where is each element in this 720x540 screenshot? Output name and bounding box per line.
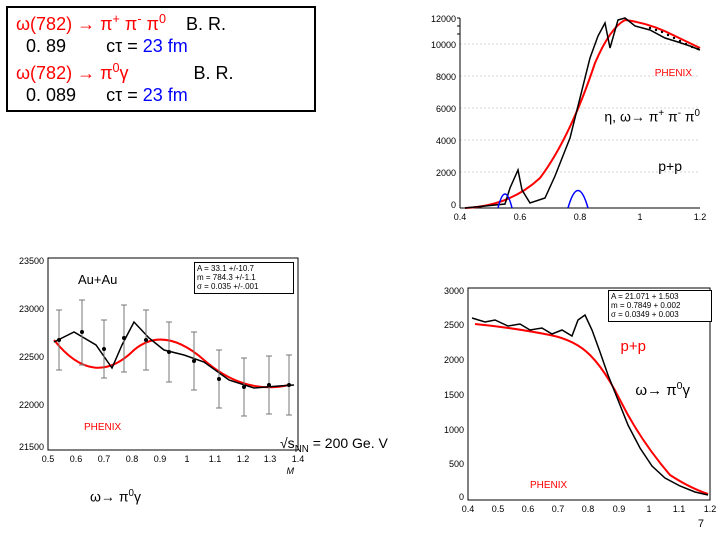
decay-info-box: ω(782) → π+ π- π0 B. R. 0. 89 cτ = 23 fm… [6, 6, 316, 112]
chart-top-right: 12000 10000 8000 6000 4000 2000 0 0.4 0.… [410, 8, 710, 228]
gamma1: γ [120, 63, 129, 83]
pim-sup: - [137, 12, 141, 26]
sqrt-s-label: √sNN = 200 Ge. V [280, 435, 388, 455]
br1-label: B. R. [186, 14, 226, 34]
annot-omega-br: ω→ π0γ [635, 380, 690, 399]
svg-text:0.6: 0.6 [514, 212, 527, 222]
pip: π [100, 14, 112, 34]
annot-s2: - [678, 108, 681, 119]
auau-label: Au+Au [78, 272, 117, 287]
svg-text:1.2: 1.2 [237, 454, 250, 464]
svg-text:23500: 23500 [19, 256, 44, 266]
pi0b: π [100, 63, 112, 83]
svg-text:21500: 21500 [19, 442, 44, 452]
svg-text:10000: 10000 [431, 40, 456, 50]
annot-eta-text: η, ω→ π [604, 109, 658, 125]
pip-sup: + [113, 12, 120, 26]
annot-pp-br: p+p [621, 338, 646, 355]
svg-text:4000: 4000 [436, 136, 456, 146]
chart-bottom-left: 23500 23000 22500 22000 21500 0.5 0.6 0.… [4, 250, 304, 480]
annot-pp-tr: p+p [658, 158, 682, 174]
svg-text:1.2: 1.2 [694, 212, 707, 222]
ct2-label: cτ = [106, 85, 143, 105]
svg-text:0.6: 0.6 [70, 454, 83, 464]
annot-omega-br-t: ω→ π [635, 382, 676, 399]
svg-text:1500: 1500 [444, 390, 464, 400]
phenix-label-br: PHENIX [530, 480, 567, 491]
legend-br: A = 21.071 + 1.503 m = 0.7849 + 0.002 σ … [608, 290, 712, 322]
pi0b-sup: 0 [113, 61, 120, 75]
svg-text:2000: 2000 [444, 355, 464, 365]
legend-bl-3: σ = 0.035 +/-.001 [197, 283, 291, 292]
annot-omega-bl-g: γ [134, 489, 141, 505]
sqrt-sub: NN [295, 444, 309, 455]
svg-text:0.9: 0.9 [613, 504, 626, 514]
pi0a: π [147, 14, 159, 34]
br2-label: B. R. [194, 63, 234, 83]
svg-text:0.7: 0.7 [552, 504, 565, 514]
svg-text:0.7: 0.7 [98, 454, 111, 464]
svg-text:1.1: 1.1 [673, 504, 686, 514]
svg-text:1: 1 [646, 504, 651, 514]
svg-text:0.6: 0.6 [522, 504, 535, 514]
svg-text:1: 1 [637, 212, 642, 222]
svg-text:23000: 23000 [19, 304, 44, 314]
br2-val: 0. 089 [26, 85, 76, 105]
annot-s1: + [658, 108, 664, 119]
svg-text:1: 1 [184, 454, 189, 464]
page-number: 7 [698, 518, 704, 530]
svg-text:0.4: 0.4 [462, 504, 475, 514]
svg-text:1.3: 1.3 [264, 454, 277, 464]
svg-text:22000: 22000 [19, 400, 44, 410]
svg-text:0.9: 0.9 [154, 454, 167, 464]
ct1-label: cτ = [106, 36, 143, 56]
svg-text:M: M [287, 466, 295, 476]
svg-text:0.8: 0.8 [582, 504, 595, 514]
chart-bottom-right: 3000 2500 2000 1500 1000 500 0 0.4 0.5 0… [430, 280, 716, 530]
svg-text:1.4: 1.4 [292, 454, 304, 464]
phenix-label-tr: PHENIX [655, 68, 692, 79]
svg-text:2000: 2000 [436, 168, 456, 178]
svg-text:0.8: 0.8 [126, 454, 139, 464]
svg-text:500: 500 [449, 459, 464, 469]
svg-text:22500: 22500 [19, 352, 44, 362]
annot-omega-bl-t: ω→ π [90, 489, 128, 505]
annot-pi3: π [685, 109, 695, 125]
decay1-particle: ω(782) → [16, 14, 95, 34]
annot-omega-br-g: γ [683, 382, 691, 399]
decay-line-3: ω(782) → π0γ B. R. [16, 61, 306, 85]
svg-text:0.4: 0.4 [454, 212, 467, 222]
legend-br-3: σ = 0.0349 + 0.003 [611, 311, 709, 320]
pi0a-sup: 0 [159, 12, 166, 26]
svg-text:1.1: 1.1 [209, 454, 222, 464]
annot-omega-bl: ω→ π0γ [90, 488, 141, 505]
ct1-val: 23 fm [143, 36, 188, 56]
svg-text:1000: 1000 [444, 425, 464, 435]
svg-text:12000: 12000 [431, 14, 456, 24]
svg-text:0.5: 0.5 [42, 454, 55, 464]
ct2-val: 23 fm [143, 85, 188, 105]
decay-line-4: 0. 089 cτ = 23 fm [16, 85, 306, 107]
svg-text:2500: 2500 [444, 320, 464, 330]
br1-val: 0. 89 [26, 36, 66, 56]
decay-line-2: 0. 89 cτ = 23 fm [16, 36, 306, 58]
svg-text:3000: 3000 [444, 286, 464, 296]
svg-text:0: 0 [459, 492, 464, 502]
sqrt-pre: √s [280, 435, 295, 451]
svg-text:1.2: 1.2 [704, 504, 716, 514]
svg-text:8000: 8000 [436, 72, 456, 82]
svg-text:0: 0 [451, 200, 456, 210]
annot-pi2: π [668, 109, 678, 125]
pim: π [125, 14, 137, 34]
decay2-particle: ω(782) → [16, 63, 95, 83]
sqrt-post: = 200 Ge. V [309, 435, 388, 451]
legend-bl: A = 33.1 +/-10.7 m = 784.3 +/-1.1 σ = 0.… [194, 262, 294, 294]
decay-line-1: ω(782) → π+ π- π0 B. R. [16, 12, 306, 36]
svg-text:0.5: 0.5 [492, 504, 505, 514]
phenix-label-bl: PHENIX [84, 422, 121, 433]
annot-eta-omega: η, ω→ π+ π- π0 [604, 108, 700, 125]
svg-text:0.8: 0.8 [574, 212, 587, 222]
svg-text:6000: 6000 [436, 104, 456, 114]
annot-s3: 0 [695, 108, 700, 119]
